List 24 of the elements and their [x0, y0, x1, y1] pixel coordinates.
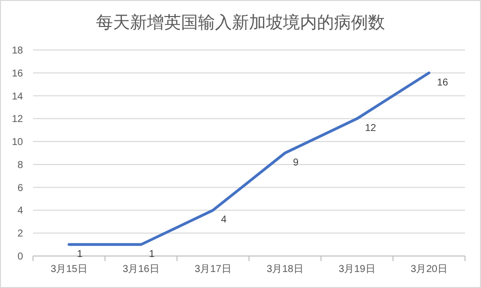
data-label: 1	[77, 249, 83, 260]
y-tick-label: 14	[12, 91, 24, 102]
y-tick-label: 18	[12, 46, 24, 56]
y-tick-label: 6	[17, 182, 24, 194]
line-series	[68, 72, 430, 246]
y-tick-label: 12	[12, 114, 24, 126]
y-tick-label: 10	[12, 137, 24, 148]
y-tick-label: 0	[17, 252, 24, 262]
y-tick-label: 4	[17, 206, 24, 217]
data-label: 1	[149, 249, 155, 260]
data-label: 4	[221, 214, 227, 226]
y-tick-label: 8	[17, 160, 24, 171]
data-label: 9	[293, 158, 299, 168]
data-label: 16	[437, 77, 449, 88]
x-tick-label: 3月18日	[266, 264, 304, 275]
x-tick-label: 3月20日	[410, 264, 448, 275]
data-label: 12	[365, 123, 377, 134]
x-tick-label: 3月17日	[194, 264, 232, 275]
chart-title: 每天新增英国输入新加坡境内的病例数	[96, 13, 385, 32]
y-tick-label: 2	[17, 228, 24, 240]
x-tick-label: 3月16日	[122, 264, 160, 275]
x-tick-label: 3月15日	[50, 264, 88, 275]
x-tick-label: 3月19日	[338, 264, 376, 275]
y-tick-label: 16	[12, 68, 24, 80]
